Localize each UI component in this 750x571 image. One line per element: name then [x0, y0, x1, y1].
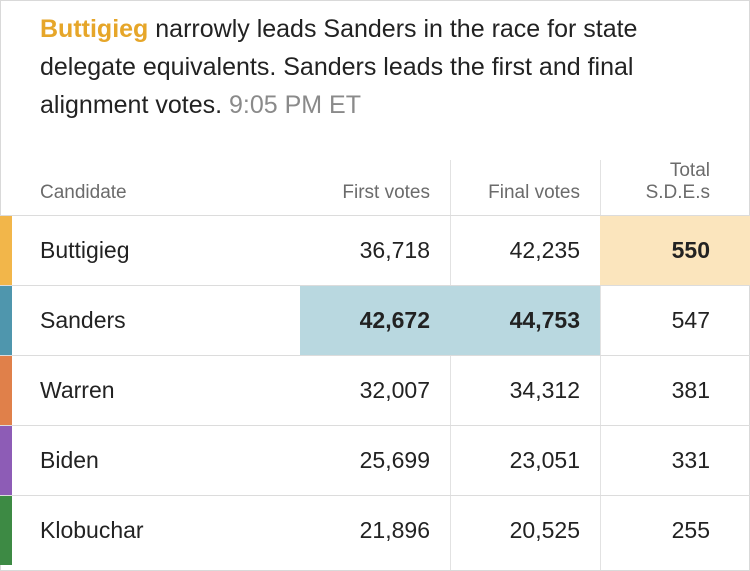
column-header-total-sdes: Total S.D.E.s — [645, 160, 710, 203]
results-table: Buttigieg 36,718 42,235 550 Sanders 42,6… — [0, 215, 750, 565]
candidate-name: Klobuchar — [40, 517, 144, 543]
final-votes-cell: 23,051 — [509, 447, 580, 473]
candidate-color-swatch — [0, 496, 12, 565]
sde-cell: 547 — [671, 307, 710, 333]
candidate-color-swatch — [0, 216, 12, 285]
first-votes-cell: 36,718 — [359, 237, 430, 263]
final-votes-cell: 20,525 — [509, 517, 580, 543]
column-header-candidate: Candidate — [40, 182, 127, 203]
column-header-final-votes: Final votes — [488, 182, 580, 203]
table-row: Buttigieg 36,718 42,235 550 — [0, 215, 750, 285]
sde-cell: 550 — [600, 216, 750, 285]
headline-timestamp: 9:05 PM ET — [229, 91, 361, 119]
sde-cell: 331 — [671, 447, 710, 473]
candidate-name: Sanders — [40, 307, 126, 333]
column-divider — [600, 160, 601, 570]
final-votes-cell: 34,312 — [509, 377, 580, 403]
headline-leader: Buttigieg — [40, 15, 149, 43]
first-votes-cell: 25,699 — [359, 447, 430, 473]
headline: Buttigieg narrowly leads Sanders in the … — [40, 10, 730, 124]
column-header-first-votes: First votes — [342, 182, 430, 203]
candidate-name: Buttigieg — [40, 237, 130, 263]
candidate-color-swatch — [0, 286, 12, 355]
candidate-color-swatch — [0, 426, 12, 495]
first-votes-cell: 42,672 — [300, 286, 450, 355]
column-divider — [450, 160, 451, 570]
candidate-name: Warren — [40, 377, 115, 403]
candidate-name: Biden — [40, 447, 99, 473]
table-row: Sanders 42,672 44,753 547 — [0, 285, 750, 355]
table-row: Biden 25,699 23,051 331 — [0, 425, 750, 495]
first-votes-cell: 32,007 — [359, 377, 430, 403]
sde-cell: 255 — [671, 517, 710, 543]
headline-text: narrowly leads Sanders in the race for s… — [40, 15, 638, 119]
candidate-color-swatch — [0, 356, 12, 425]
final-votes-cell: 44,753 — [450, 286, 600, 355]
table-row: Klobuchar 21,896 20,525 255 — [0, 495, 750, 565]
final-votes-cell: 42,235 — [509, 237, 580, 263]
first-votes-cell: 21,896 — [359, 517, 430, 543]
sde-cell: 381 — [671, 377, 710, 403]
table-row: Warren 32,007 34,312 381 — [0, 355, 750, 425]
